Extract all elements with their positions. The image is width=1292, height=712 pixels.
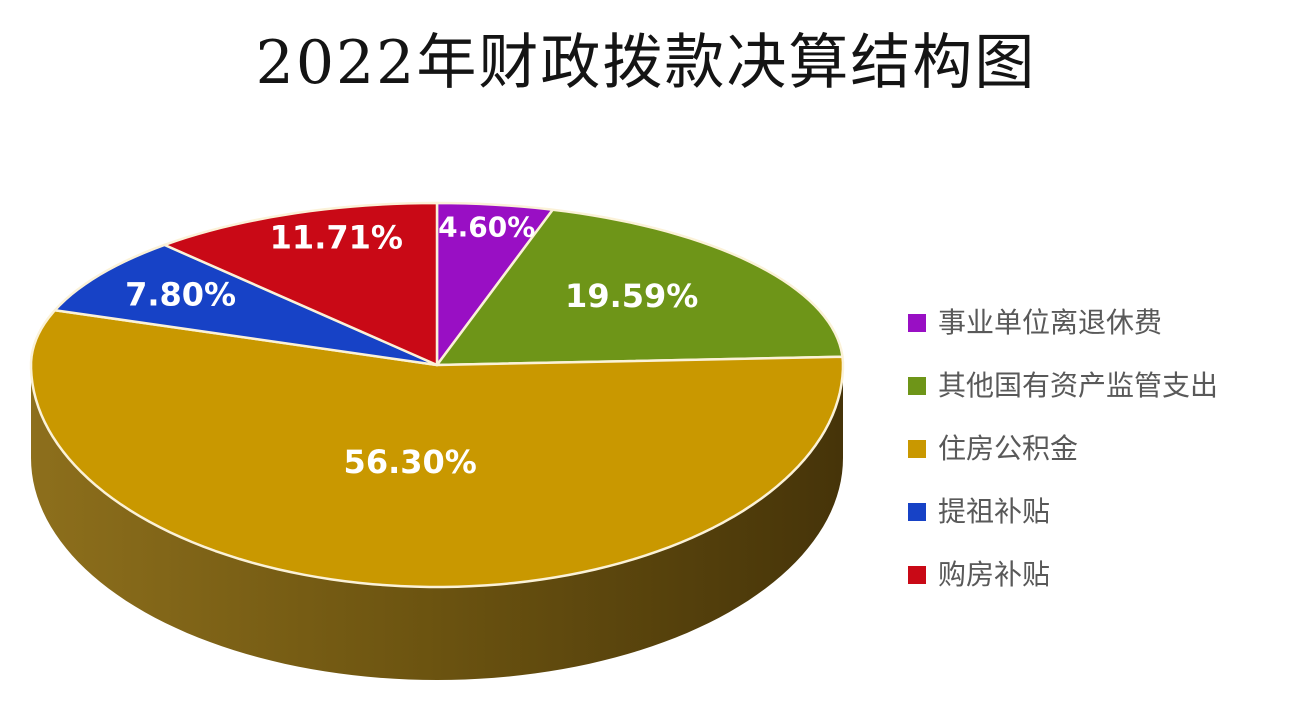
legend-swatch-icon (908, 439, 926, 458)
legend-label: 事业单位离退休费 (938, 305, 1163, 339)
pie-chart: 4.60% 19.59% 56.30% 7.80% 11.71% (29, 201, 845, 680)
legend-swatch-icon (908, 313, 926, 332)
pie-slice-percent-label-1: 19.59% (565, 277, 698, 315)
legend-label: 其他国有资产监管支出 (938, 368, 1219, 402)
pie-slice-3 (53, 243, 439, 367)
legend-item-3: 提祖补贴 (908, 480, 1218, 543)
legend-swatch-icon (908, 502, 926, 521)
legend: 事业单位离退休费其他国有资产监管支出 住房公积金提祖补贴购房补贴 (908, 291, 1218, 606)
legend-label: 提祖补贴 (938, 494, 1051, 528)
pie-slice-percent-label-3: 7.80% (125, 276, 236, 314)
pie-slice-percent-label-2: 56.30% (344, 443, 477, 481)
pie-slice-side-2 (31, 365, 843, 680)
legend-label: 住房公积金 (938, 431, 1079, 465)
legend-item-0: 事业单位离退休费 (908, 291, 1218, 354)
pie-slice-percent-label-4: 11.71% (270, 219, 403, 257)
chart-title: 2022年财政拨款决算结构图 (255, 28, 1037, 98)
pie-slice-percent-label-0: 4.60% (438, 211, 535, 244)
legend-label: 购房补贴 (938, 557, 1051, 591)
legend-item-1: 其他国有资产监管支出 (908, 354, 1218, 417)
pie-slice-1 (435, 208, 844, 367)
pie-slice-2 (29, 308, 845, 589)
legend-swatch-icon (908, 565, 926, 584)
legend-swatch-icon (908, 376, 926, 395)
pie-slice-4 (163, 201, 439, 367)
legend-item-4: 购房补贴 (908, 543, 1218, 606)
legend-item-2: 住房公积金 (908, 417, 1218, 480)
